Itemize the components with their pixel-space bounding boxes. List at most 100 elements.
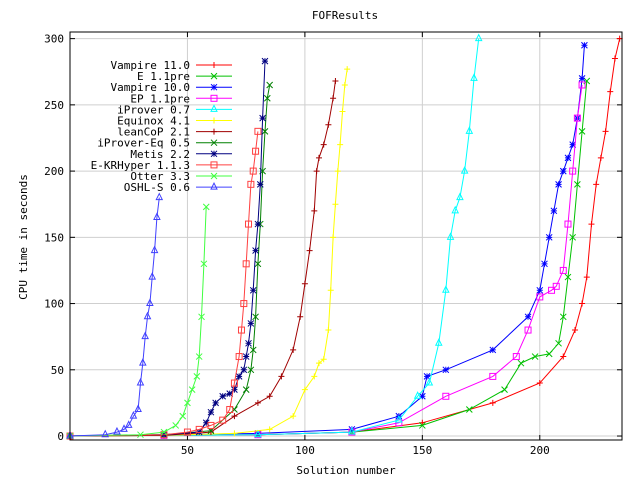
axes: 50 100 150 200 0 50 100 150 200 250 300 [44, 32, 622, 457]
data-point [184, 399, 191, 407]
data-point [552, 282, 560, 290]
data-point [560, 353, 567, 360]
x-tick-label: 100 [295, 444, 315, 457]
data-point [252, 313, 259, 321]
data-point [252, 147, 260, 155]
series-line [69, 69, 348, 437]
data-point [524, 313, 532, 321]
data-point [460, 165, 469, 174]
legend-label: E-KRHyper 1.1.3 [91, 159, 190, 172]
data-point [113, 426, 121, 435]
data-point [564, 154, 572, 162]
data-point [442, 285, 450, 293]
data-point [315, 154, 322, 161]
legend-item-leancop-2-1: leanCoP 2.1 [117, 126, 232, 139]
data-point [344, 66, 351, 73]
data-point [569, 167, 577, 175]
data-point [148, 271, 157, 280]
data-point [231, 430, 238, 437]
data-point [489, 346, 497, 354]
data-point [578, 81, 586, 89]
legend-marker [210, 181, 218, 190]
series-e-krhyper-1-1-3 [66, 127, 262, 440]
data-point [290, 346, 297, 353]
data-point [578, 127, 586, 135]
data-point [198, 313, 205, 321]
legend-marker [210, 150, 218, 158]
legend-marker [211, 62, 217, 68]
legend-label: Equinox 4.1 [117, 115, 190, 128]
data-point [261, 57, 269, 65]
data-point [597, 154, 604, 161]
data-point [240, 300, 248, 308]
data-point [155, 192, 164, 201]
data-point [290, 413, 297, 420]
data-point [247, 180, 255, 188]
data-point [574, 180, 581, 188]
data-point [465, 406, 473, 413]
data-point [555, 180, 562, 188]
data-point [242, 260, 250, 268]
series-otter-3-3 [66, 203, 210, 440]
data-point [536, 293, 544, 301]
data-point [240, 366, 248, 374]
data-point [212, 399, 219, 407]
legend-marker [210, 161, 218, 169]
data-point [137, 431, 144, 439]
data-point [266, 393, 273, 400]
data-point [150, 245, 159, 254]
data-point [501, 386, 508, 394]
data-point [207, 421, 215, 429]
legend-marker [211, 117, 217, 124]
data-point [202, 419, 210, 427]
data-point [569, 233, 577, 241]
data-point [559, 167, 567, 175]
data-point [315, 360, 322, 367]
data-point [578, 75, 586, 82]
legend-marker [210, 72, 218, 80]
data-point [541, 260, 548, 268]
data-point [183, 428, 191, 436]
data-point [348, 426, 356, 435]
data-point [226, 390, 234, 397]
legend-item-e-krhyper-1-1-3: E-KRHyper 1.1.3 [91, 159, 232, 172]
series-line [69, 80, 336, 437]
legend-label: iProver 0.7 [117, 103, 190, 116]
y-tick-label: 250 [44, 99, 64, 112]
legend-item-vampire-11-0: Vampire 11.0 [111, 59, 232, 72]
data-point [146, 298, 154, 307]
legend-label: E 1.1pre [137, 70, 190, 83]
data-point [418, 422, 426, 429]
data-point [249, 346, 257, 354]
data-point [334, 168, 341, 175]
data-point [153, 212, 161, 220]
data-point [297, 313, 304, 320]
data-point [327, 287, 334, 294]
data-point [330, 234, 337, 241]
legend-item-metis-2-2: Metis 2.2 [130, 148, 232, 161]
data-point [141, 331, 149, 340]
data-point [611, 55, 618, 62]
series-line [69, 206, 207, 437]
data-point [143, 311, 152, 320]
grid [70, 32, 622, 440]
data-point [456, 192, 464, 201]
legend-item-equinox-4-1: Equinox 4.1 [117, 115, 232, 128]
legend-item-ep-1-1pre: EP 1.1pre [130, 92, 232, 105]
data-point [332, 78, 339, 85]
data-point [320, 141, 327, 148]
data-point [572, 327, 579, 334]
data-point [581, 41, 588, 49]
data-point [339, 108, 346, 115]
legend-label: iProver-Eq 0.5 [97, 137, 190, 150]
y-tick-label: 300 [44, 33, 64, 46]
legend-marker [211, 128, 217, 135]
data-point [442, 392, 450, 400]
data-point [193, 373, 201, 380]
data-point [536, 380, 543, 387]
data-point [245, 339, 252, 347]
data-point [320, 356, 327, 363]
data-point [465, 126, 474, 134]
